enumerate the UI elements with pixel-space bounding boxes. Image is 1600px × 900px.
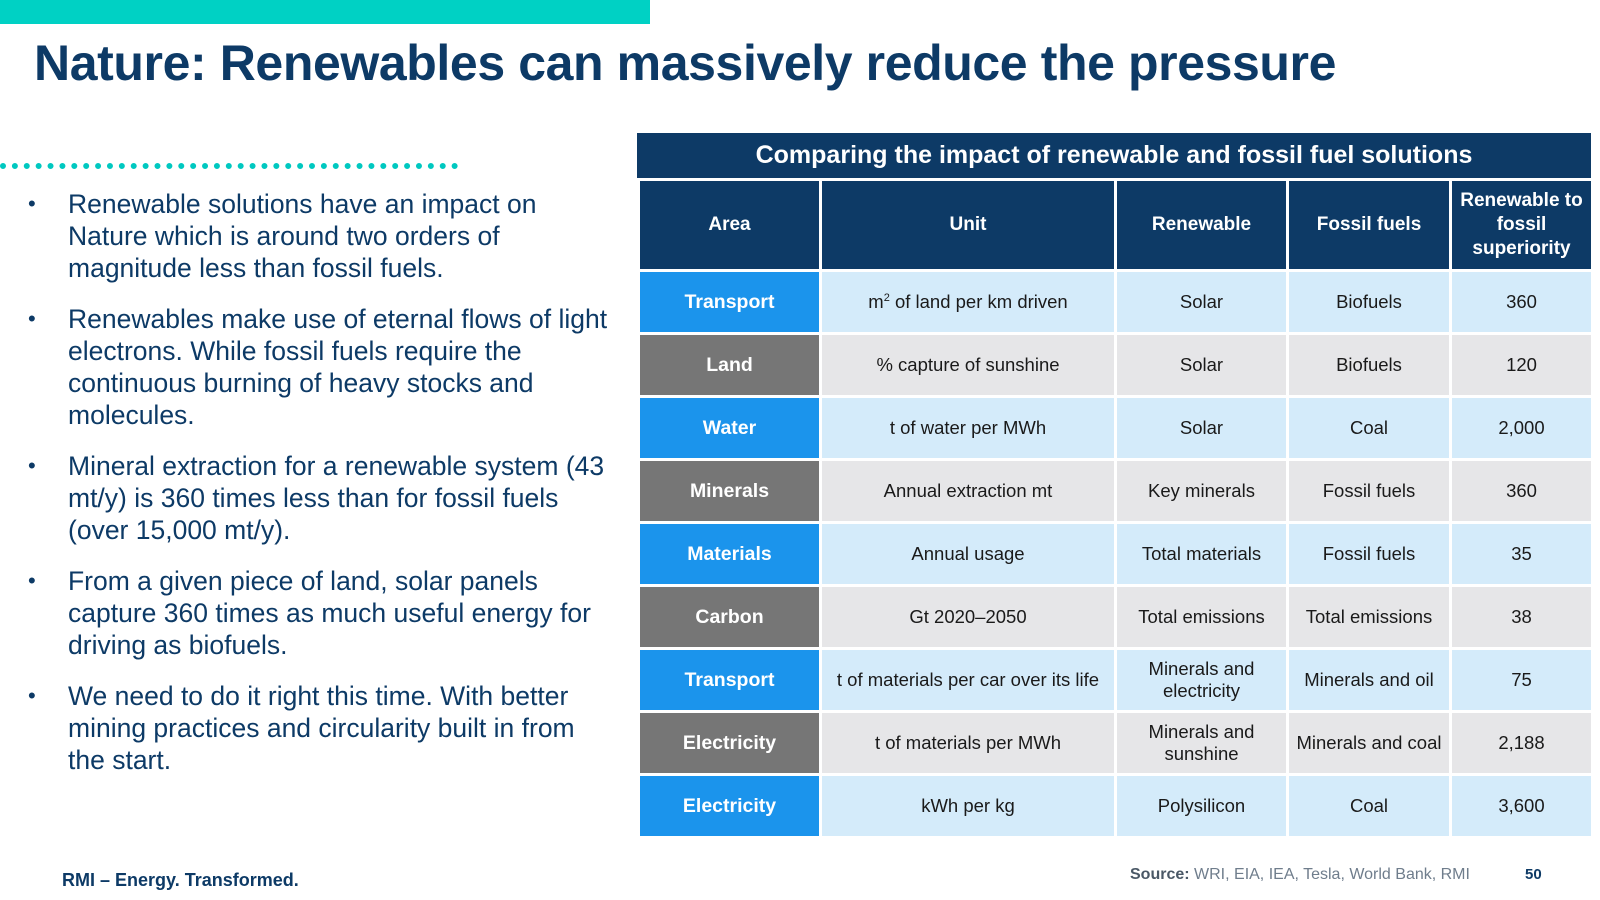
fossil-cell: Total emissions (1286, 584, 1452, 650)
ratio-cell: 120 (1449, 332, 1594, 398)
top-accent-bar (0, 0, 650, 24)
bullet-marker: • (28, 306, 36, 331)
bullet-marker: • (28, 568, 36, 593)
unit-cell: t of materials per MWh (819, 710, 1117, 776)
header-renewable: Renewable (1114, 178, 1289, 272)
area-cell: Minerals (637, 458, 822, 524)
bullet-text: Renewables make use of eternal flows of … (68, 304, 608, 430)
bullet-item: • Renewable solutions have an impact on N… (28, 188, 618, 284)
ratio-cell: 360 (1449, 458, 1594, 524)
ratio-cell: 3,600 (1449, 773, 1594, 839)
bullet-marker: • (28, 191, 36, 216)
table-row: Carbon Gt 2020–2050 Total emissions Tota… (637, 584, 1594, 650)
bullet-text: We need to do it right this time. With b… (68, 681, 575, 775)
dotted-divider (0, 163, 458, 169)
area-cell: Transport (637, 647, 822, 713)
fossil-cell: Biofuels (1286, 269, 1452, 335)
table-header-row: Area Unit Renewable Fossil fuels Renewab… (637, 178, 1594, 272)
header-area: Area (637, 178, 822, 272)
bullet-item: • Renewables make use of eternal flows of… (28, 303, 618, 431)
renewable-cell: Solar (1114, 332, 1289, 398)
source-label: Source: (1130, 866, 1190, 883)
renewable-cell: Key minerals (1114, 458, 1289, 524)
bullet-list: • Renewable solutions have an impact on N… (28, 188, 618, 795)
bullet-marker: • (28, 453, 36, 478)
unit-cell: Annual usage (819, 521, 1117, 587)
table-title: Comparing the impact of renewable and fo… (637, 133, 1591, 178)
ratio-cell: 38 (1449, 584, 1594, 650)
header-superiority: Renewable to fossil superiority (1449, 178, 1594, 272)
renewable-cell: Polysilicon (1114, 773, 1289, 839)
header-fossil-fuels: Fossil fuels (1286, 178, 1452, 272)
bullet-item: • Mineral extraction for a renewable syst… (28, 450, 618, 546)
bullet-text: Mineral extraction for a renewable syste… (68, 451, 605, 545)
fossil-cell: Coal (1286, 773, 1452, 839)
area-cell: Electricity (637, 773, 822, 839)
fossil-cell: Fossil fuels (1286, 458, 1452, 524)
bullet-item: • We need to do it right this time. With … (28, 680, 618, 776)
fossil-cell: Coal (1286, 395, 1452, 461)
area-cell: Electricity (637, 710, 822, 776)
renewable-cell: Total emissions (1114, 584, 1289, 650)
area-cell: Carbon (637, 584, 822, 650)
bullet-item: • From a given piece of land, solar panel… (28, 565, 618, 661)
bullet-marker: • (28, 683, 36, 708)
table-row: Electricity kWh per kg Polysilicon Coal … (637, 773, 1594, 839)
fossil-cell: Minerals and coal (1286, 710, 1452, 776)
ratio-cell: 2,188 (1449, 710, 1594, 776)
unit-cell: m2 of land per km driven (819, 269, 1117, 335)
table-row: Electricity t of materials per MWh Miner… (637, 710, 1594, 776)
fossil-cell: Minerals and oil (1286, 647, 1452, 713)
bullet-text: Renewable solutions have an impact on Na… (68, 189, 537, 283)
unit-suffix: of land per km driven (889, 291, 1068, 312)
renewable-cell: Minerals and sunshine (1114, 710, 1289, 776)
fossil-cell: Biofuels (1286, 332, 1452, 398)
unit-cell: Gt 2020–2050 (819, 584, 1117, 650)
area-cell: Transport (637, 269, 822, 335)
slide-title: Nature: Renewables can massively reduce … (34, 35, 1337, 91)
area-cell: Materials (637, 521, 822, 587)
table-row: Transport m2 of land per km driven Solar… (637, 269, 1594, 335)
unit-cell: % capture of sunshine (819, 332, 1117, 398)
fossil-cell: Fossil fuels (1286, 521, 1452, 587)
area-cell: Water (637, 395, 822, 461)
unit-cell: t of water per MWh (819, 395, 1117, 461)
page-number: 50 (1525, 866, 1542, 883)
table-row: Water t of water per MWh Solar Coal 2,00… (637, 395, 1594, 461)
table-row: Land % capture of sunshine Solar Biofuel… (637, 332, 1594, 398)
renewable-cell: Solar (1114, 269, 1289, 335)
unit-superscript: 2 (883, 291, 890, 304)
renewable-cell: Total materials (1114, 521, 1289, 587)
bullet-text: From a given piece of land, solar panels… (68, 566, 591, 660)
table-row: Minerals Annual extraction mt Key minera… (637, 458, 1594, 524)
unit-cell: kWh per kg (819, 773, 1117, 839)
comparison-table: Area Unit Renewable Fossil fuels Renewab… (637, 178, 1594, 839)
unit-prefix: m (868, 291, 884, 312)
source-note: Source: WRI, EIA, IEA, Tesla, World Bank… (1130, 866, 1470, 884)
brand-tagline: RMI – Energy. Transformed. (62, 870, 299, 890)
ratio-cell: 35 (1449, 521, 1594, 587)
area-cell: Land (637, 332, 822, 398)
header-unit: Unit (819, 178, 1117, 272)
comparison-table-panel: Comparing the impact of renewable and fo… (637, 133, 1594, 839)
renewable-cell: Minerals and electricity (1114, 647, 1289, 713)
unit-cell: t of materials per car over its life (819, 647, 1117, 713)
ratio-cell: 360 (1449, 269, 1594, 335)
unit-cell: Annual extraction mt (819, 458, 1117, 524)
renewable-cell: Solar (1114, 395, 1289, 461)
ratio-cell: 75 (1449, 647, 1594, 713)
table-row: Materials Annual usage Total materials F… (637, 521, 1594, 587)
source-text: WRI, EIA, IEA, Tesla, World Bank, RMI (1189, 866, 1470, 883)
table-row: Transport t of materials per car over it… (637, 647, 1594, 713)
ratio-cell: 2,000 (1449, 395, 1594, 461)
